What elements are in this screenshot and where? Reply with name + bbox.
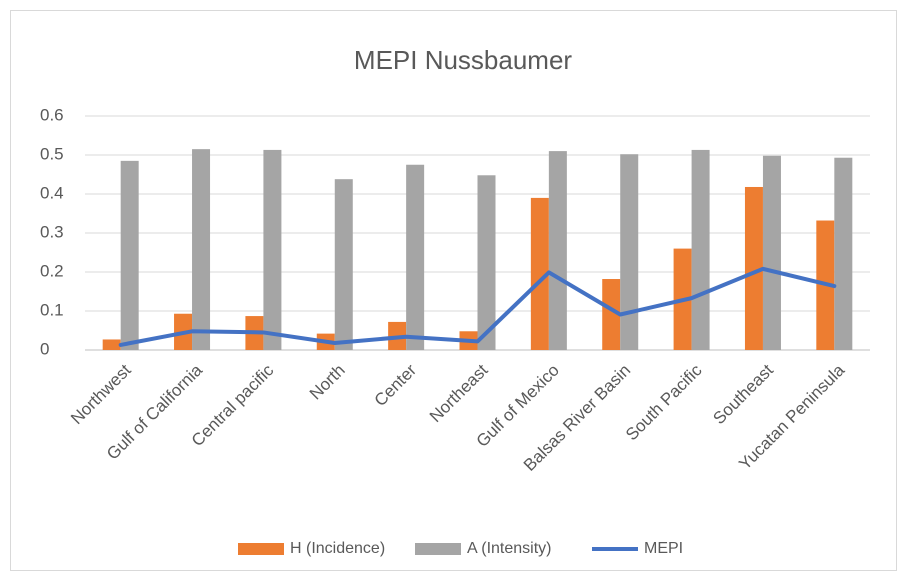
bar [102,339,121,350]
y-tick-label: 0.5 [40,144,64,163]
bar [192,149,211,350]
bar [602,279,621,350]
bar [834,157,853,350]
bar [334,179,353,350]
bar [548,151,567,350]
bar [406,164,425,350]
legend-label: A (Intensity) [467,540,551,557]
y-tick-label: 0.2 [40,261,64,280]
bar [744,186,763,350]
legend-swatch [238,543,284,555]
bar [120,160,139,350]
chart-title: MEPI Nussbaumer [354,45,573,75]
y-tick-label: 0.4 [40,183,64,202]
y-tick-label: 0.3 [40,222,64,241]
bar [691,149,710,350]
bar [477,175,496,350]
y-tick-label: 0.6 [40,105,64,124]
y-tick-label: 0 [40,339,49,358]
y-tick-label: 0.1 [40,300,64,319]
bar [530,197,549,350]
legend-swatch [415,543,461,555]
line [118,266,837,347]
legend-label: H (Incidence) [290,540,385,557]
bar [762,155,781,350]
legend-label: MEPI [644,540,683,557]
bar [620,154,639,350]
bar [263,149,282,350]
